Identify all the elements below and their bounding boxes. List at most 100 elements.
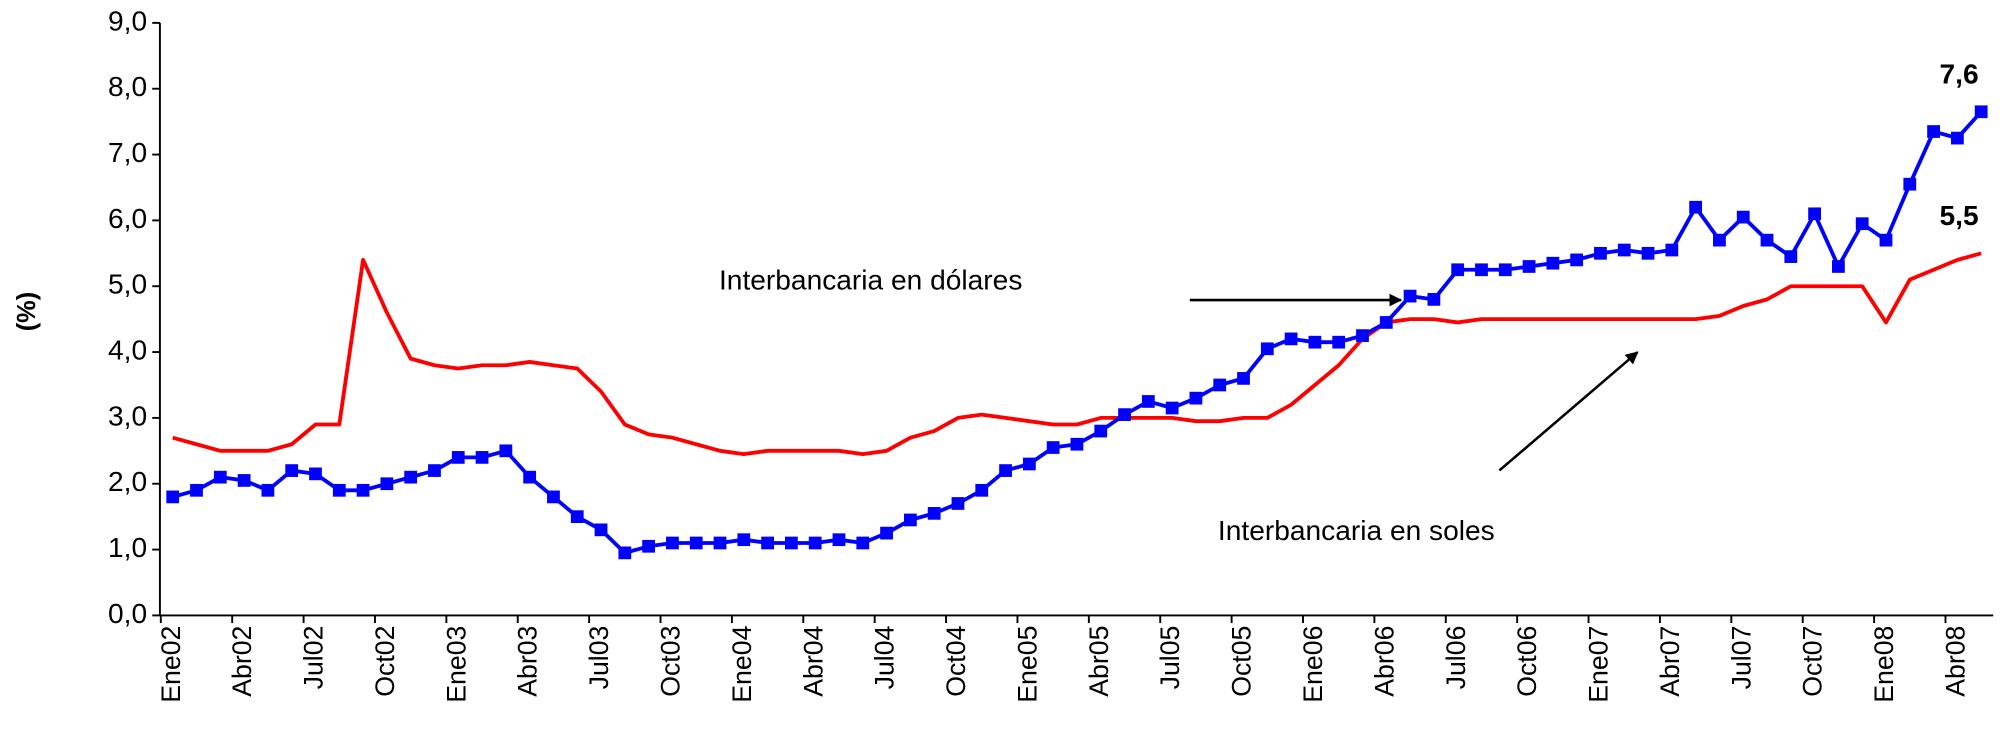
x-tick-label: Jul02 <box>299 626 329 690</box>
marker <box>1974 105 1988 119</box>
y-axis-label: (%) <box>13 292 41 332</box>
marker <box>1141 395 1155 408</box>
marker <box>1022 457 1036 471</box>
marker <box>285 464 299 477</box>
marker <box>1213 378 1227 392</box>
marker <box>237 474 251 487</box>
marker <box>1855 217 1869 231</box>
marker <box>404 470 418 484</box>
x-tick-label: Jul07 <box>1726 626 1756 690</box>
marker <box>261 483 275 497</box>
x-tick-label: Abr04 <box>798 625 828 696</box>
marker <box>880 526 893 540</box>
marker <box>547 490 560 504</box>
series-line <box>172 251 1982 457</box>
marker <box>451 451 465 464</box>
marker <box>1332 335 1346 349</box>
marker <box>1617 243 1631 257</box>
annotation: Interbancaria en dólares <box>719 265 1022 296</box>
marker <box>1475 263 1488 277</box>
marker <box>1832 260 1845 273</box>
y-tick-label: 7,0 <box>108 137 147 168</box>
x-tick-label: Jul04 <box>870 625 900 689</box>
marker <box>1546 256 1560 270</box>
marker <box>737 533 751 547</box>
marker <box>523 470 537 484</box>
marker <box>618 546 632 560</box>
x-tick-label: Jul05 <box>1155 626 1185 690</box>
marker <box>999 464 1012 477</box>
marker <box>689 536 703 550</box>
x-tick-label: Oct04 <box>941 625 971 696</box>
x-tick-label: Ene03 <box>441 626 471 703</box>
x-tick-label: Oct07 <box>1798 626 1828 697</box>
annotation: Interbancaria en soles <box>1218 515 1495 546</box>
marker <box>1950 131 1964 145</box>
marker <box>927 507 941 520</box>
marker <box>1118 408 1131 421</box>
marker <box>1903 177 1917 191</box>
data-label: 5,5 <box>1940 200 1979 231</box>
y-tick-label: 8,0 <box>108 71 147 102</box>
y-tick-label: 6,0 <box>108 203 147 234</box>
x-tick-label: Ene04 <box>727 625 757 702</box>
marker <box>1498 263 1512 277</box>
marker <box>356 483 370 497</box>
marker <box>428 464 441 477</box>
marker <box>1570 253 1584 267</box>
marker <box>1879 233 1893 247</box>
x-tick-label: Ene07 <box>1583 626 1613 703</box>
marker <box>761 536 774 550</box>
marker <box>1046 441 1060 454</box>
marker <box>594 523 608 537</box>
x-tick-label: Oct02 <box>370 626 400 697</box>
marker <box>1665 243 1679 257</box>
x-tick-label: Abr03 <box>513 626 543 697</box>
marker <box>1451 263 1465 277</box>
x-tick-label: Jul06 <box>1441 626 1471 690</box>
x-tick-label: Oct03 <box>655 626 685 697</box>
marker <box>1522 260 1536 273</box>
y-tick-label: 1,0 <box>108 532 147 563</box>
x-tick-label: Abr08 <box>1940 626 1970 697</box>
marker <box>309 467 322 481</box>
y-tick-label: 2,0 <box>108 466 147 497</box>
marker <box>666 536 679 550</box>
marker <box>1070 437 1084 451</box>
series-line <box>172 110 1983 555</box>
x-tick-label: Abr07 <box>1655 626 1685 697</box>
marker <box>190 483 203 497</box>
marker <box>380 477 394 491</box>
y-tick-label: 9,0 <box>108 5 147 36</box>
x-tick-label: Jul03 <box>584 626 614 690</box>
data-label: 7,6 <box>1940 59 1979 90</box>
marker <box>975 483 989 497</box>
marker <box>951 497 965 510</box>
x-tick-label: Oct05 <box>1227 626 1257 697</box>
marker <box>785 536 798 550</box>
marker <box>1189 391 1203 405</box>
marker <box>1379 316 1393 329</box>
marker <box>1689 200 1703 214</box>
marker <box>570 510 584 524</box>
marker <box>1760 233 1774 247</box>
x-tick-label: Abr02 <box>227 626 257 697</box>
x-tick-label: Ene08 <box>1869 626 1899 703</box>
marker <box>1356 329 1369 342</box>
marker <box>1641 246 1655 260</box>
x-tick-label: Abr06 <box>1369 626 1399 697</box>
y-tick-label: 4,0 <box>108 335 147 366</box>
marker <box>713 536 727 550</box>
marker <box>1403 289 1417 303</box>
marker <box>1594 246 1607 260</box>
marker <box>166 490 180 504</box>
x-tick-label: Ene02 <box>156 626 186 703</box>
x-tick-label: Ene05 <box>1012 626 1042 703</box>
marker <box>1284 332 1298 346</box>
marker <box>903 513 917 527</box>
marker <box>332 483 346 497</box>
marker <box>213 470 227 484</box>
marker <box>1808 207 1822 221</box>
